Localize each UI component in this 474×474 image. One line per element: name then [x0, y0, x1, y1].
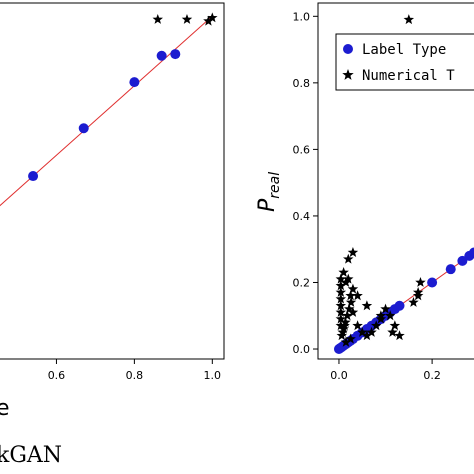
right-star-point [408, 296, 419, 307]
left-star-point [203, 15, 214, 26]
legend-label-0: Label Type [362, 42, 446, 58]
right-star-point [335, 313, 347, 324]
left-circle-point [129, 77, 140, 88]
right-y-tick-label: 0.4 [293, 210, 311, 223]
right-star-point [335, 273, 347, 284]
right-star-point [375, 310, 387, 321]
left-x-label-fragment: e [0, 396, 10, 421]
right-star-point [361, 300, 373, 311]
right-star-point [342, 310, 353, 321]
right-star-point [345, 290, 356, 301]
right-star-point [347, 283, 359, 294]
left-circle-point [28, 171, 39, 182]
right-star-point [375, 313, 387, 324]
left-star-point [181, 13, 193, 24]
right-star-point [387, 326, 398, 337]
left-star-point [207, 12, 218, 23]
legend-circle-icon [343, 44, 353, 54]
right-y-tick-label: 0.0 [293, 343, 311, 356]
left-x-tick-label: 0.8 [126, 369, 144, 382]
right-star-point [366, 326, 377, 337]
right-star-point [370, 320, 382, 331]
right-x-tick-label: 0.0 [330, 369, 348, 382]
right-star-point [415, 276, 426, 287]
right-star-point [352, 320, 363, 331]
right-y-label-sub: real [267, 172, 283, 199]
right-circle-point [445, 264, 456, 275]
right-star-point [361, 330, 373, 341]
left-caption-fragment: kGAN [0, 443, 62, 468]
right-star-point [345, 333, 356, 344]
right-star-point [335, 280, 347, 291]
right-star-point [338, 267, 349, 277]
right-star-point [343, 253, 354, 264]
left-x-tick-label: 1.0 [204, 369, 222, 382]
right-star-point [352, 290, 363, 301]
left-circle-point [78, 123, 89, 134]
legend-star-shape [342, 69, 354, 80]
left-star-point [152, 13, 163, 24]
left-circle-point [170, 49, 181, 60]
right-star-point [340, 336, 352, 347]
right-star-point [335, 286, 347, 297]
right-star-point [345, 296, 357, 307]
right-star-point [335, 293, 347, 304]
right-circle-point [427, 277, 438, 288]
right-star-point [403, 14, 415, 25]
left-markers [28, 12, 218, 182]
left-panel: 0.6 0.8 1.0 e kGAN [0, 2, 225, 468]
right-star-point [412, 290, 424, 301]
right-y-label-main: P [255, 198, 280, 212]
right-star-point [347, 306, 359, 317]
legend: Label Type Numerical T [335, 33, 474, 91]
right-y-tick-label: 0.8 [293, 77, 311, 90]
right-plot-frame [317, 2, 474, 360]
right-star-point [343, 303, 355, 314]
left-x-ticks: 0.6 0.8 1.0 [48, 359, 221, 382]
right-star-point [394, 330, 405, 341]
left-x-tick-label: 0.6 [48, 369, 66, 382]
left-plot-frame [0, 2, 225, 360]
right-panel: 0.0 0.2 0.0 0.2 0.4 0.6 0.8 1.0 Preal Label Typ… [255, 2, 474, 382]
right-star-point [335, 306, 347, 317]
right-y-tick-label: 1.0 [293, 10, 311, 23]
right-x-tick-label: 0.2 [423, 369, 441, 382]
right-y-tick-label: 0.2 [293, 276, 311, 289]
right-y-label: Preal [255, 172, 283, 212]
left-circle-point [156, 50, 167, 61]
right-axis-ticks: 0.0 0.2 0.0 0.2 0.4 0.6 0.8 1.0 [293, 10, 441, 382]
right-star-point [343, 273, 354, 284]
right-star-point [357, 326, 368, 337]
legend-star-icon [342, 69, 354, 80]
right-star-point [384, 310, 396, 321]
right-star-point [335, 300, 347, 311]
right-circle-point [394, 300, 405, 311]
right-markers [333, 14, 474, 355]
right-circle-point [457, 255, 468, 266]
legend-label-1: Numerical T [362, 68, 455, 84]
legend-box [335, 33, 474, 91]
right-y-tick-label: 0.6 [293, 143, 311, 156]
right-star-point [380, 303, 391, 314]
right-star-point [389, 320, 401, 331]
right-star-point [340, 316, 351, 327]
right-circle-point [469, 247, 474, 258]
right-star-point [347, 247, 359, 257]
